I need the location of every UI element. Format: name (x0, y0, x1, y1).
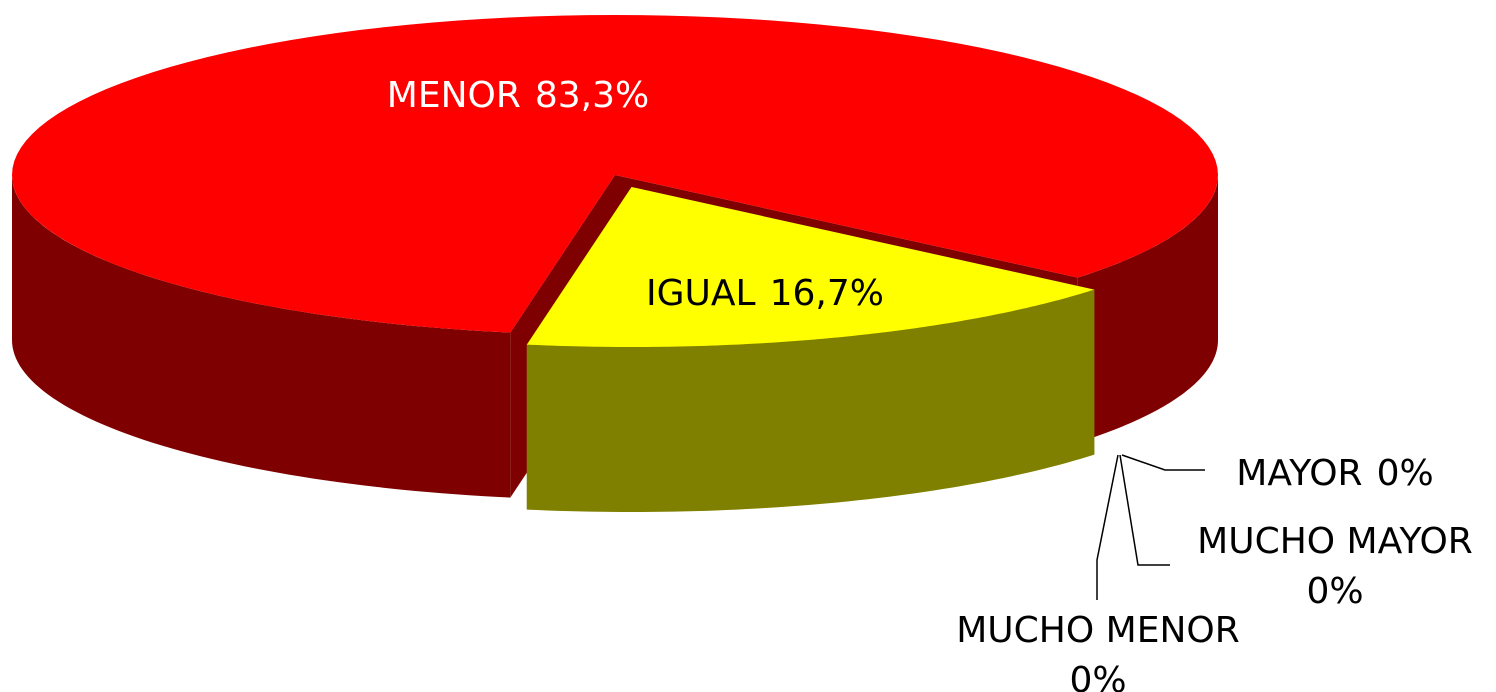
data-label: MENOR 83,3% (387, 75, 649, 116)
slice-wall (1077, 175, 1218, 443)
category-label: MUCHO MAYOR (1197, 521, 1473, 562)
category-label: MAYOR (1236, 453, 1362, 494)
data-label: MUCHO MENOR 0% (956, 610, 1239, 692)
value-label: 0% (1069, 660, 1126, 692)
leader-line (1121, 454, 1205, 471)
labels: MENOR 83,3% IGUAL 16,7% MAYOR 0% MUCHO MAYOR 0%… (387, 75, 1473, 692)
pie-slice (526, 187, 1095, 348)
category-label: MUCHO MENOR (956, 610, 1239, 651)
value-label: 83,3% (535, 75, 649, 116)
leader-line (1096, 454, 1119, 600)
slice-wall (12, 175, 511, 498)
category-label: IGUAL (646, 273, 756, 314)
data-label: MAYOR 0% (1236, 453, 1433, 494)
value-label: 0% (1377, 453, 1434, 494)
leader-line (1119, 454, 1170, 566)
value-label: 16,7% (770, 273, 884, 314)
pie-slice (12, 15, 1218, 333)
data-label: IGUAL 16,7% (646, 273, 884, 314)
slices (12, 15, 1218, 513)
slice-wall (526, 289, 1095, 513)
value-label: 0% (1306, 571, 1363, 612)
category-label: MENOR (387, 75, 521, 116)
data-label: MUCHO MAYOR 0% (1197, 521, 1473, 612)
